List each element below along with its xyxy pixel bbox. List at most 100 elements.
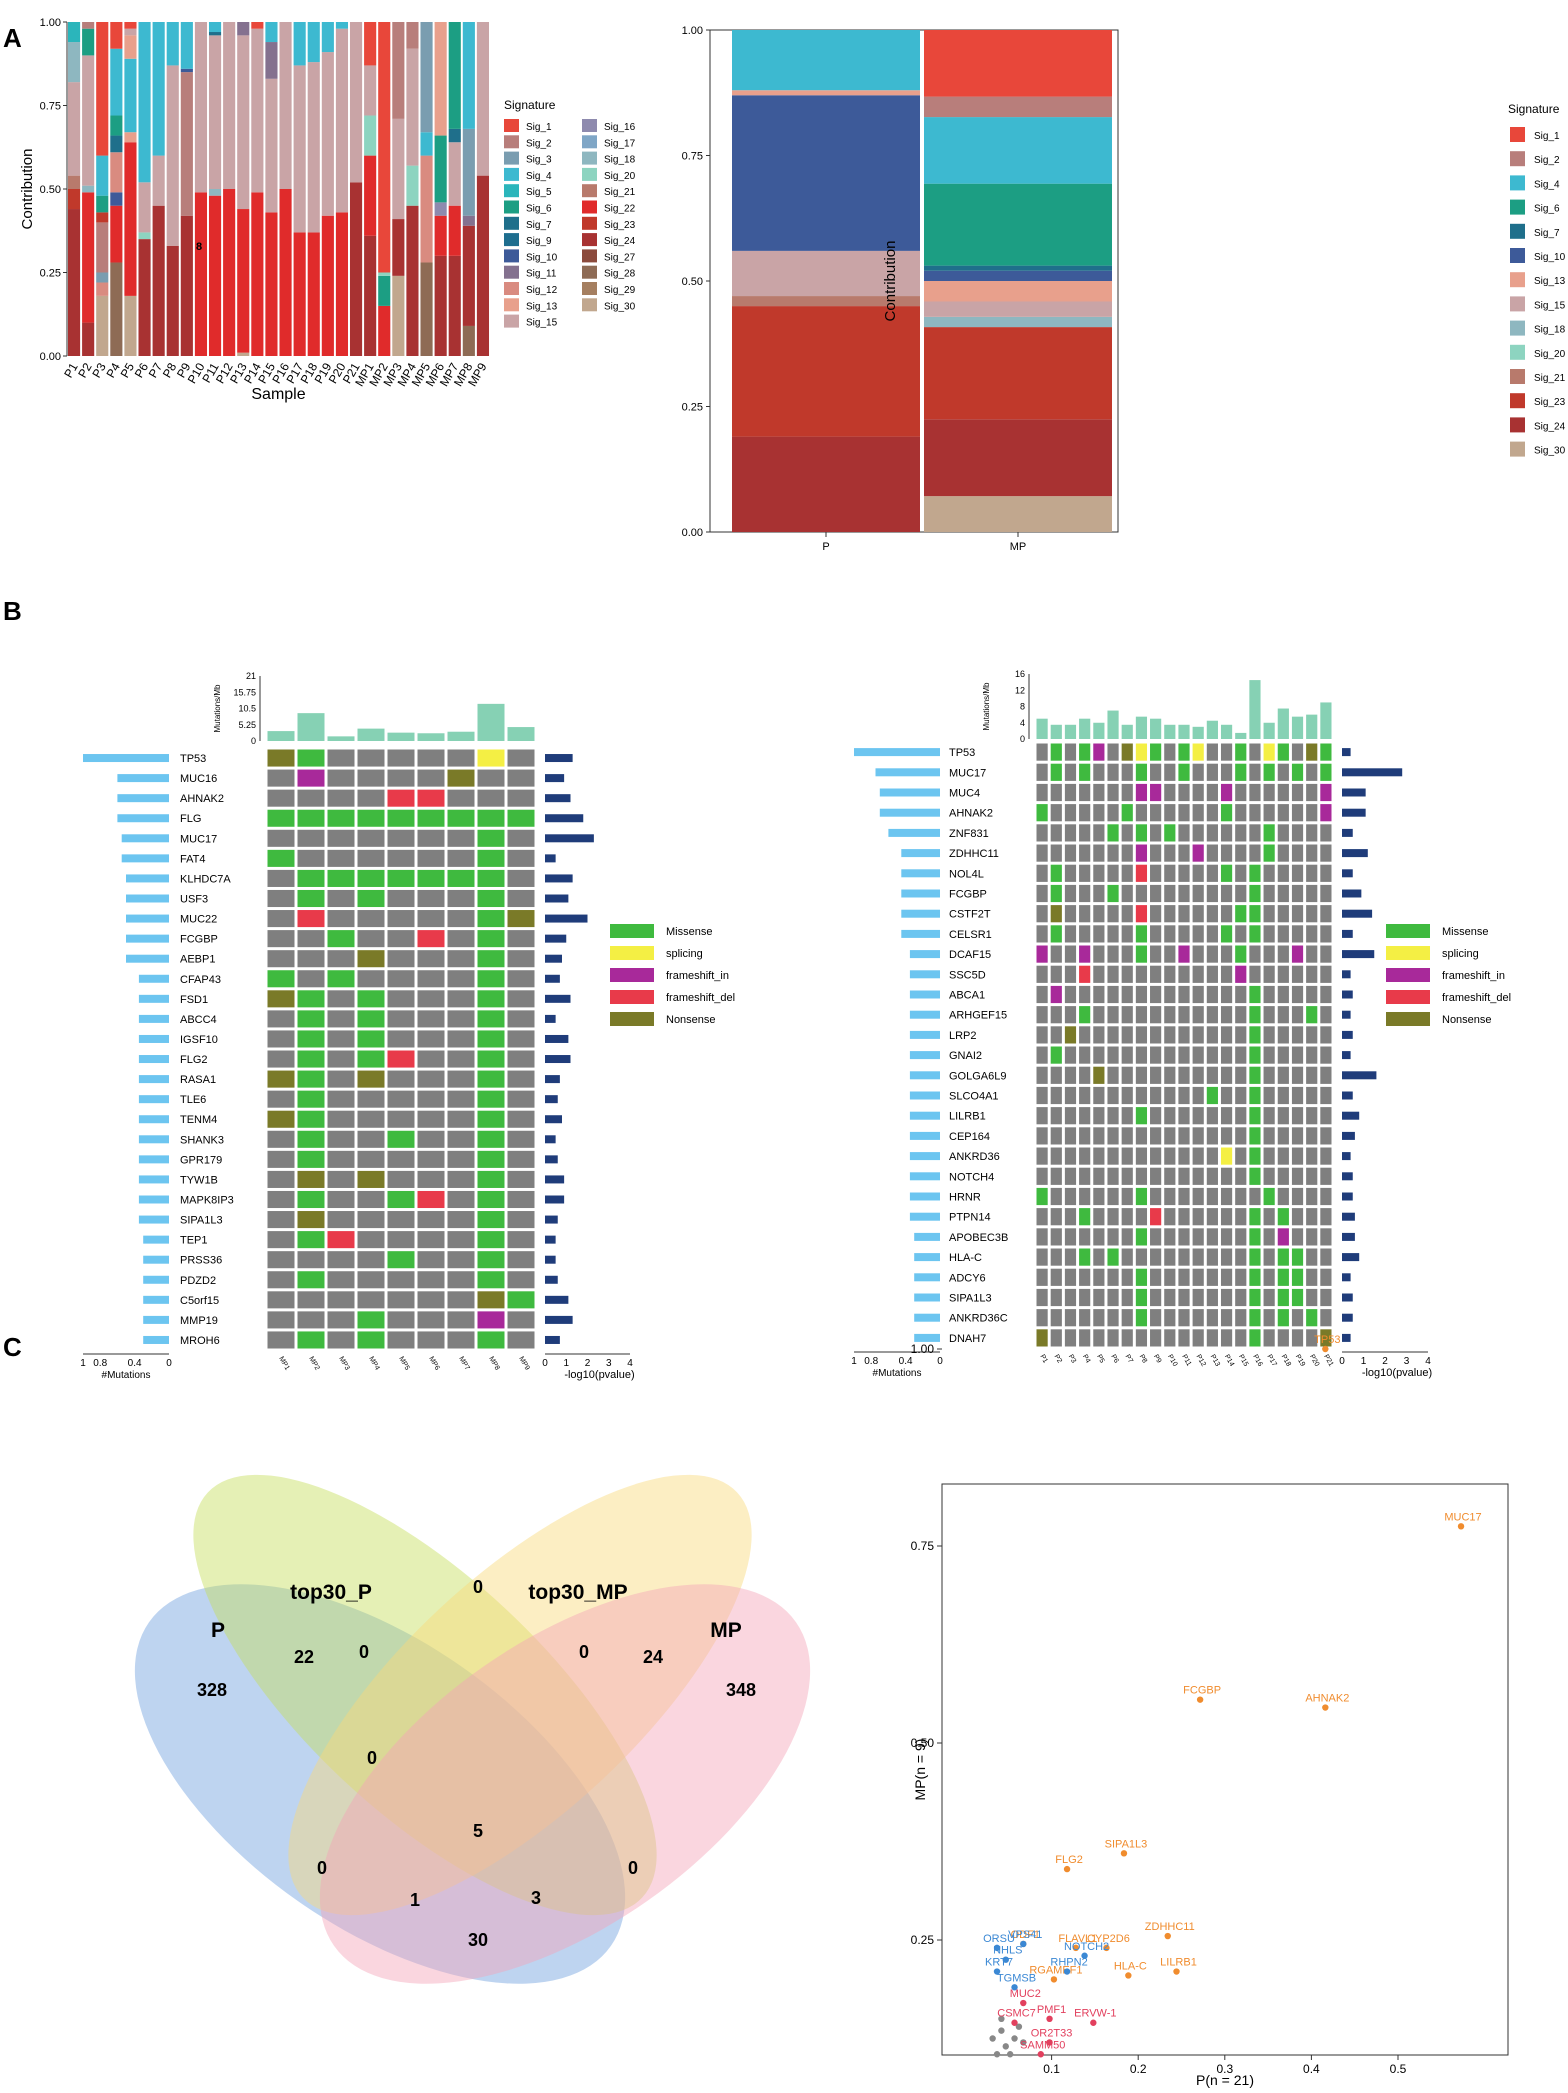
mutation-cell-HRNR-P10 <box>1164 1187 1176 1206</box>
mutation-cell-FCGBP-MP4 <box>357 930 385 948</box>
bar-segment-MP7-Sig_24 <box>448 255 461 356</box>
mutation-cell-SIPA1L3-P9 <box>1150 1288 1162 1307</box>
mutation-cell-FAT4-MP7 <box>447 849 475 867</box>
venn-region-value: 328 <box>197 1680 227 1700</box>
bar-segment-P19-Sig_22 <box>321 215 334 356</box>
gene-frequency-bar-HLA-C <box>914 1253 940 1262</box>
mutation-cell-DCAF15-P4 <box>1079 945 1091 963</box>
bar-segment-MP3-Sig_24 <box>392 219 405 276</box>
venn-set-MP <box>319 1584 811 1984</box>
tmb-tick-label: 16 <box>1015 669 1025 679</box>
mutation-cell-SSC5D-P13 <box>1206 965 1218 983</box>
mutation-cell-DNAH7-P5 <box>1093 1329 1105 1347</box>
mutation-cell-FLG-MP5 <box>387 809 415 827</box>
sample-label: P13 <box>1209 1354 1221 1368</box>
mutation-cell-TENM4-MP7 <box>447 1110 475 1128</box>
mutation-cell-AHNAK2-MP9 <box>507 789 535 807</box>
mutation-cell-ANKRD36C-P10 <box>1164 1309 1176 1327</box>
legend-label-Sig_21: Sig_21 <box>1534 373 1566 384</box>
mutation-cell-NOL4L-P10 <box>1164 864 1176 882</box>
mutation-cell-SLCO4A1-P10 <box>1164 1086 1176 1105</box>
mutation-cell-DNAH7-P13 <box>1206 1329 1218 1347</box>
gene-frequency-bar-KLHDC7A <box>126 874 169 883</box>
mutation-cell-PRSS36-MP1 <box>267 1251 295 1269</box>
bar-segment-P7-Sig_24 <box>152 205 165 356</box>
mutation-cell-MUC16-MP8 <box>477 769 505 787</box>
bar-segment-MP-Sig_15 <box>924 301 1112 317</box>
pvalue-bar-FCGBP <box>1342 889 1362 898</box>
y-tick-label: 0.50 <box>40 184 61 196</box>
legend-label-Sig_11: Sig_11 <box>526 269 557 280</box>
mutation-cell-NOL4L-P7 <box>1121 864 1133 882</box>
mutation-cell-AHNAK2-P8 <box>1135 804 1148 822</box>
sample-label: P18 <box>1280 1354 1292 1368</box>
mutation-cell-NOTCH4-P4 <box>1079 1167 1091 1185</box>
mutation-cell-CELSR1-P4 <box>1079 925 1091 943</box>
scatter-label-ERVW-1: ERVW-1 <box>1074 2008 1116 2020</box>
bar-segment-P17-Sig_4 <box>293 22 306 66</box>
mutation-cell-TP53-P10 <box>1164 743 1176 761</box>
scatter-point-unlabeled <box>993 2051 1001 2058</box>
mutation-cell-ARHGEF15-P2 <box>1050 1006 1062 1024</box>
mutation-cell-FCGBP-P20 <box>1306 884 1318 903</box>
mutation-cell-GNAI2-P16 <box>1249 1046 1261 1064</box>
bar-segment-P15-Sig_22 <box>265 212 278 356</box>
mutation-cell-RASA1-MP2 <box>297 1070 325 1088</box>
bar-segment-P17-Sig_15 <box>293 65 306 233</box>
pvalue-bar-MMP19 <box>545 1315 573 1324</box>
mutation-cell-FCGBP-MP9 <box>507 930 535 948</box>
venn-region-value: 30 <box>468 1930 488 1950</box>
legend-label-Sig_15: Sig_15 <box>526 318 558 329</box>
mutation-cell-AHNAK2-P15 <box>1235 804 1247 822</box>
tmb-bar-MP8 <box>477 703 505 741</box>
mutation-cell-DNAH7-P17 <box>1263 1329 1275 1347</box>
mutation-cell-CFAP43-MP1 <box>267 970 295 988</box>
mutation-cell-CELSR1-P3 <box>1064 925 1077 943</box>
mutation-cell-MUC17-P17 <box>1263 763 1275 781</box>
mutation-cell-DCAF15-P14 <box>1220 945 1233 963</box>
mutation-cell-ANKRD36-P19 <box>1291 1147 1304 1165</box>
mutation-cell-ANKRD36-P11 <box>1178 1147 1190 1165</box>
mutation-cell-CEP164-P13 <box>1206 1127 1218 1145</box>
mutation-cell-SIPA1L3-MP3 <box>327 1211 355 1229</box>
scatter-label-MUC2: MUC2 <box>1010 1988 1041 2000</box>
scatter-point-HLA-C <box>1125 1972 1132 1979</box>
bar-segment-P11-Sig_22 <box>208 195 222 356</box>
mutation-cell-CSTF2T-P5 <box>1093 905 1105 923</box>
bar-segment-P2-Sig_15 <box>82 55 95 186</box>
pvalue-bar-APOBEC3B <box>1342 1232 1355 1241</box>
mutation-cell-MUC4-P14 <box>1220 783 1233 802</box>
bar-segment-P4-Sig_1 <box>110 22 123 49</box>
mutation-cell-HRNR-P5 <box>1093 1187 1105 1206</box>
mutation-cell-DCAF15-P19 <box>1291 945 1304 963</box>
mutation-cell-MUC17-P6 <box>1107 763 1119 781</box>
mutation-cell-LRP2-P17 <box>1263 1026 1275 1044</box>
venn-region-value: 0 <box>367 1748 377 1768</box>
mutation-cell-ANKRD36C-P1 <box>1036 1309 1048 1327</box>
mutation-cell-SLCO4A1-P12 <box>1192 1086 1204 1105</box>
mutation-cell-MAPK8IP3-MP6 <box>417 1190 445 1209</box>
right-tick-label: 3 <box>1404 1356 1410 1367</box>
mutation-cell-MAPK8IP3-MP9 <box>507 1190 535 1209</box>
x-tick-label: 0.2 <box>1130 2062 1147 2076</box>
mutation-cell-GPR179-MP8 <box>477 1150 505 1168</box>
mutation-cell-PTPN14-P12 <box>1192 1208 1204 1226</box>
sample-label: P5 <box>1095 1354 1105 1365</box>
bar-segment-MP7-Sig_15 <box>448 142 461 206</box>
mutation-cell-USF3-MP8 <box>477 889 505 908</box>
bar-segment-P6-Sig_24 <box>138 239 151 356</box>
mutation-cell-CFAP43-MP5 <box>387 970 415 988</box>
mutation-cell-TP53-P11 <box>1178 743 1190 761</box>
mutation-cell-MUC4-P7 <box>1121 783 1133 802</box>
pvalue-bar-TENM4 <box>545 1115 562 1124</box>
mutation-cell-AEBP1-MP3 <box>327 950 355 968</box>
scatter-point-RGAMEF1 <box>1050 1976 1058 1983</box>
left-tick-label: 0.8 <box>864 1356 878 1367</box>
mutation-cell-CSTF2T-P12 <box>1192 905 1204 923</box>
legend-swatch-Sig_30 <box>1510 441 1525 457</box>
tmb-bar-MP7 <box>447 731 475 741</box>
pvalue-bar-SSC5D <box>1342 970 1351 979</box>
legend-label-Sig_24: Sig_24 <box>1534 421 1566 432</box>
mutation-cell-MROH6-MP2 <box>297 1331 325 1349</box>
mutation-cell-ANKRD36-P10 <box>1164 1147 1176 1165</box>
